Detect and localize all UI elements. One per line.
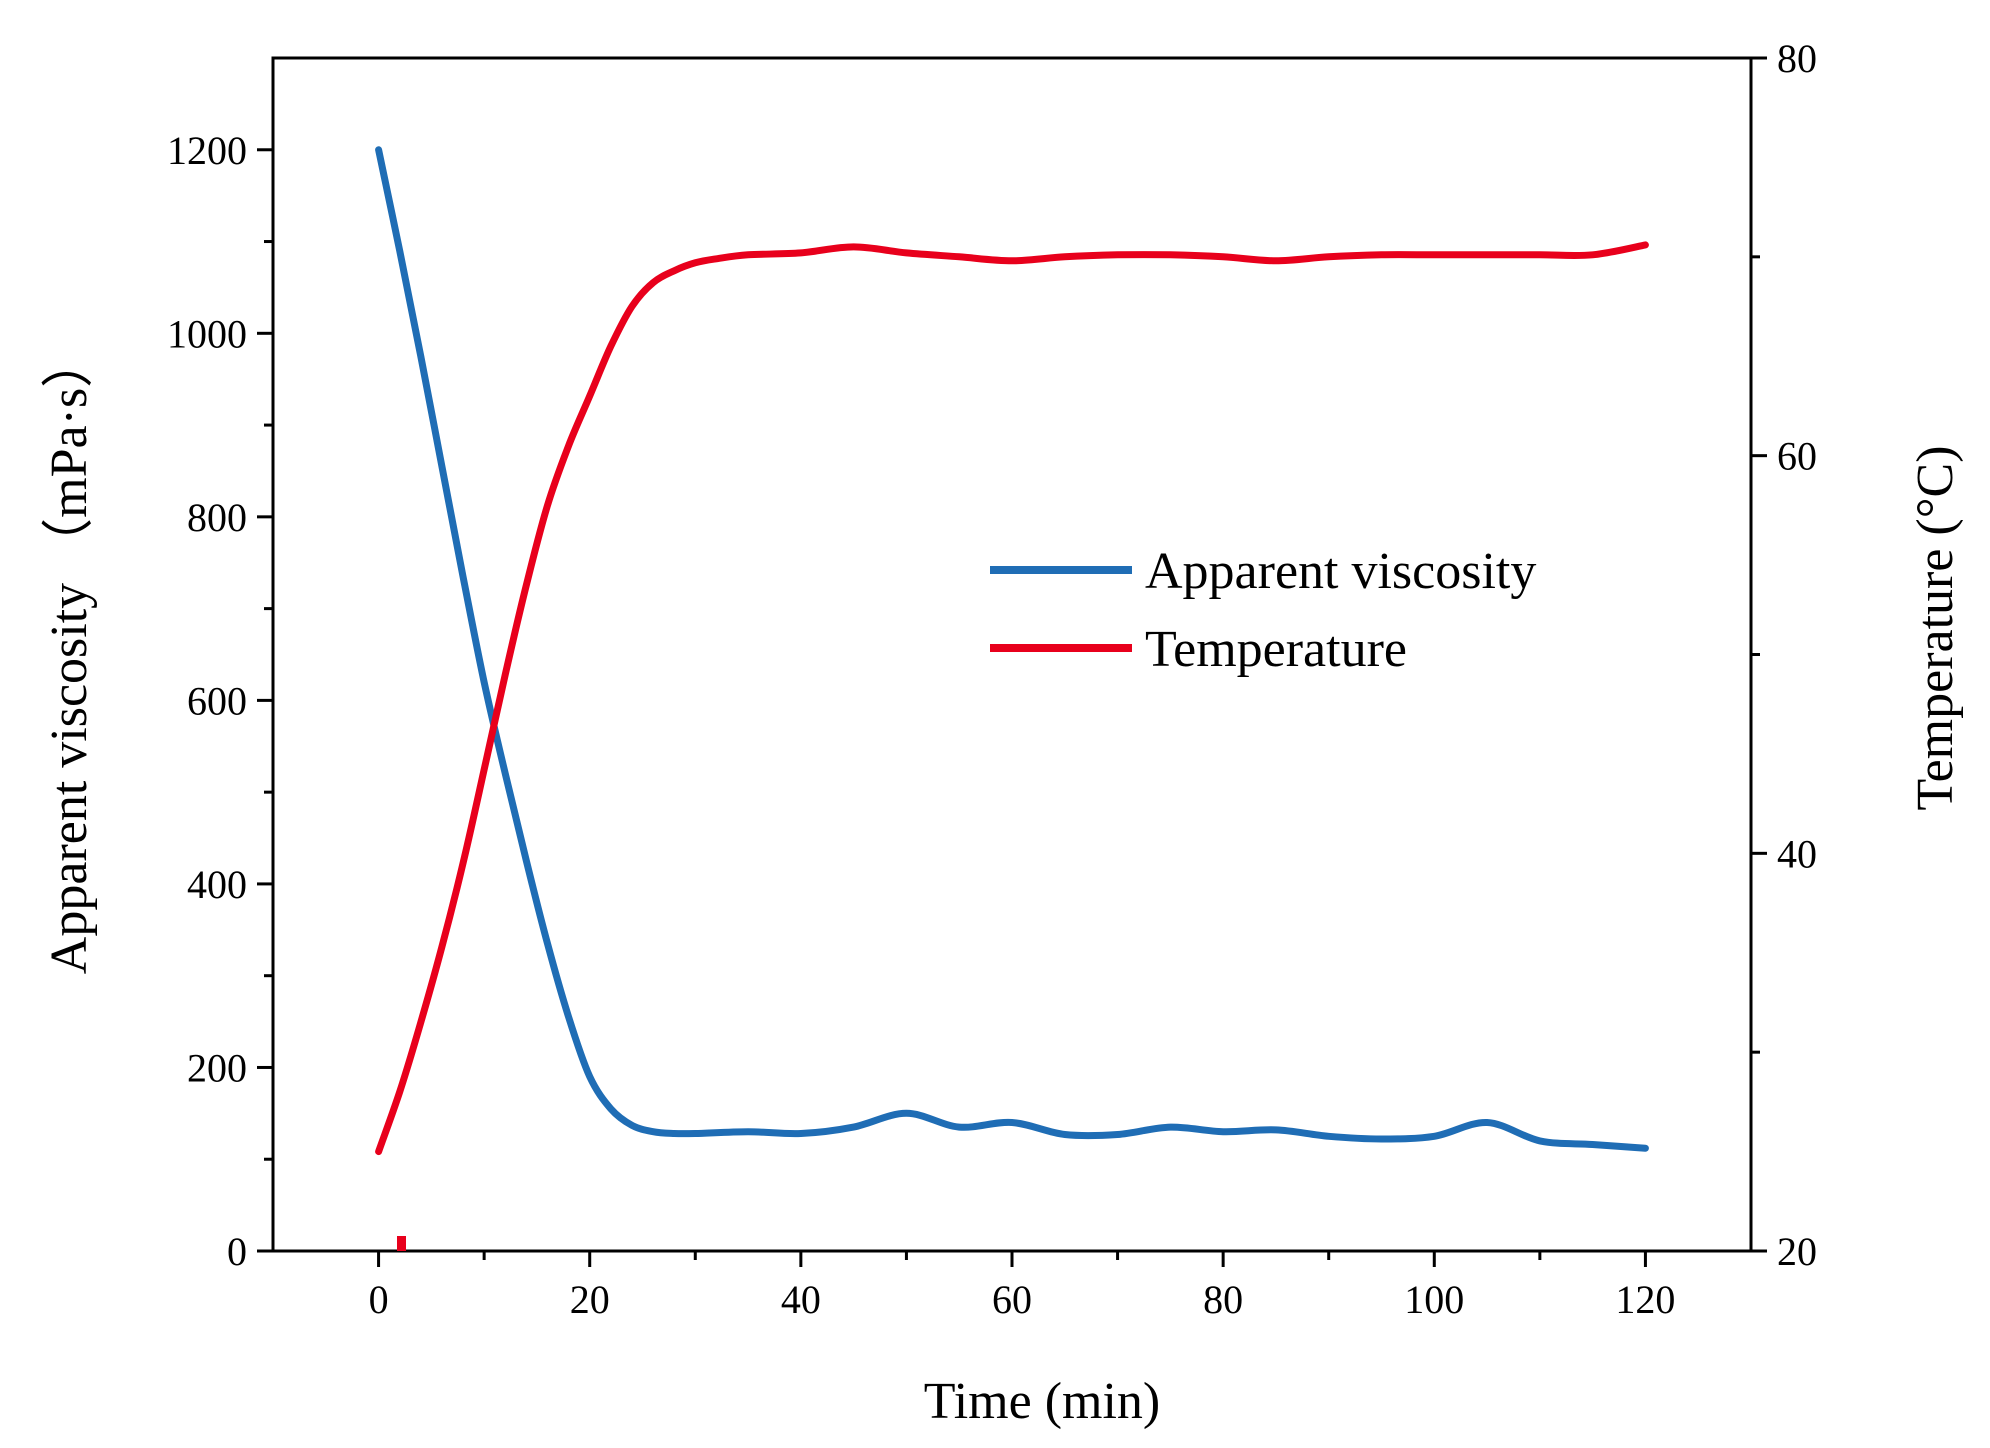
- x-tick-label: 100: [1404, 1277, 1464, 1322]
- y-left-tick-label: 200: [187, 1045, 247, 1090]
- x-tick-label: 60: [992, 1277, 1032, 1322]
- series-layer: [375, 146, 1649, 1156]
- x-tick-label: 20: [570, 1277, 610, 1322]
- y-right-tick-label: 20: [1777, 1229, 1817, 1274]
- axes-layer: 0 20 40 60 80 100 1200200400600800100012002040…: [167, 36, 1817, 1322]
- x-tick-label: 40: [781, 1277, 821, 1322]
- legend: Apparent viscosity Temperature: [990, 543, 1536, 678]
- y-left-tick-label: 400: [187, 862, 247, 907]
- temperature-series-line: [375, 241, 1649, 1156]
- red-marker: [397, 1236, 406, 1251]
- viscosity-series-line: [375, 146, 1649, 1152]
- x-tick-label: 80: [1203, 1277, 1243, 1322]
- x-tick-label: 0: [369, 1277, 389, 1322]
- y-left-tick-label: 1200: [167, 128, 247, 173]
- legend-label-viscosity: Apparent viscosity: [1145, 543, 1536, 600]
- y-right-axis-label: Temperature (°C): [1907, 445, 1964, 810]
- y-left-tick-label: 1000: [167, 311, 247, 356]
- y-right-tick-label: 60: [1777, 434, 1817, 479]
- y-left-tick-label: 0: [227, 1229, 247, 1274]
- y-left-axis-label: Apparent viscosity （mPa·s）: [41, 336, 98, 974]
- x-tick-label: 120: [1615, 1277, 1675, 1322]
- y-right-tick-label: 80: [1777, 36, 1817, 81]
- x-axis-label: Time (min): [924, 1373, 1160, 1430]
- legend-label-temperature: Temperature: [1145, 621, 1407, 678]
- y-left-tick-label: 800: [187, 495, 247, 540]
- plot-frame: [271, 56, 1753, 1253]
- y-right-tick-label: 40: [1777, 831, 1817, 876]
- y-left-tick-label: 600: [187, 678, 247, 723]
